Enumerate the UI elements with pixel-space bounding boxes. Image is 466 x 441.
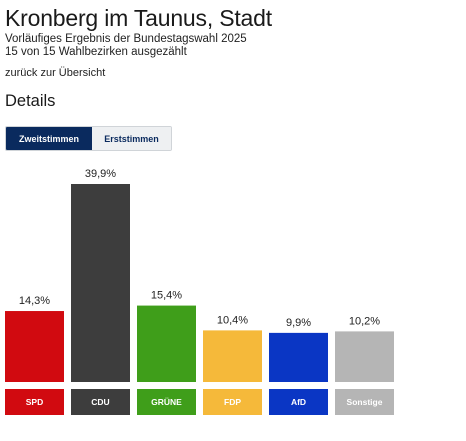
category-label-gr-ne: GRÜNE <box>151 397 182 407</box>
subtitle-count: 15 von 15 Wahlbezirken ausgezählt <box>5 46 187 58</box>
vote-type-tabs: Zweitstimmen Erststimmen <box>5 126 172 151</box>
value-label-cdu: 39,9% <box>85 168 116 180</box>
bar-fdp[interactable] <box>203 330 262 382</box>
category-label-spd: SPD <box>26 397 43 407</box>
value-label-gr-ne: 15,4% <box>151 290 182 302</box>
value-label-afd: 9,9% <box>286 317 311 329</box>
page-subtitle: Vorläufiges Ergebnis der Bundestagswahl … <box>5 33 247 59</box>
bar-cdu[interactable] <box>71 184 130 382</box>
category-box-cdu <box>71 389 130 415</box>
bar-spd[interactable] <box>5 311 64 382</box>
subtitle-election: Vorläufiges Ergebnis der Bundestagswahl … <box>5 33 247 45</box>
details-heading: Details <box>5 92 56 110</box>
tab-erststimmen[interactable]: Erststimmen <box>92 127 171 150</box>
tab-zweitstimmen[interactable]: Zweitstimmen <box>6 127 92 150</box>
page-title: Kronberg im Taunus, Stadt <box>5 5 272 31</box>
category-label-fdp: FDP <box>224 397 241 407</box>
value-label-fdp: 10,4% <box>217 314 248 326</box>
category-label-cdu: CDU <box>91 397 109 407</box>
bar-sonstige[interactable] <box>335 331 394 382</box>
category-box-fdp <box>203 389 262 415</box>
category-label-afd: AfD <box>291 397 306 407</box>
bar-afd[interactable] <box>269 332 328 382</box>
results-bar-chart: 14,3% SPD 39,9% CDU 15,4% GRÜNE 10,4% FDP 9,9% Af… <box>5 168 394 415</box>
category-box-afd <box>269 389 328 415</box>
bar-gr-ne[interactable] <box>137 305 196 382</box>
category-box-sonstige <box>335 389 394 415</box>
value-label-spd: 14,3% <box>19 295 50 307</box>
category-label-sonstige: Sonstige <box>347 397 383 407</box>
category-box-gr-ne <box>137 389 196 415</box>
category-box-spd <box>5 389 64 415</box>
value-label-sonstige: 10,2% <box>349 315 380 327</box>
back-to-overview-link[interactable]: zurück zur Übersicht <box>5 67 106 79</box>
